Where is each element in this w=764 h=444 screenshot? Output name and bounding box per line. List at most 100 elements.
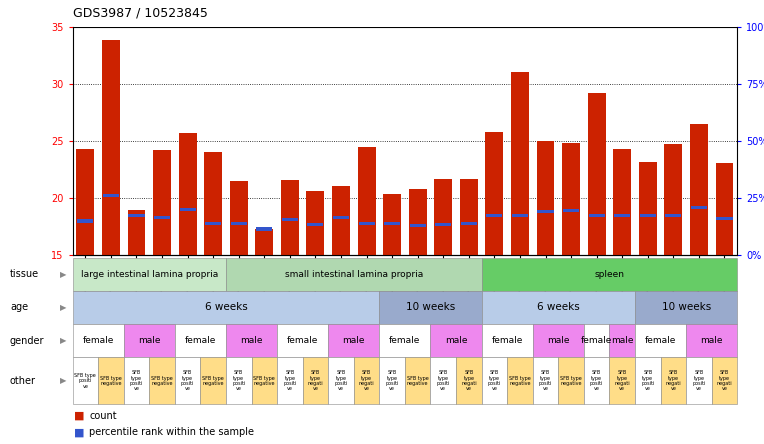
Bar — [410, 224, 426, 227]
Bar — [282, 218, 298, 222]
Bar — [537, 210, 554, 214]
Bar — [613, 149, 631, 255]
Bar — [562, 143, 580, 255]
Bar — [103, 194, 119, 198]
Text: other: other — [10, 376, 36, 386]
Bar — [128, 214, 144, 217]
Text: 6 weeks: 6 weeks — [537, 302, 580, 313]
Text: age: age — [10, 302, 28, 313]
Text: SFB
type
negati
ve: SFB type negati ve — [461, 370, 477, 391]
Text: ■: ■ — [74, 427, 85, 437]
Text: SFB
type
positi
ve: SFB type positi ve — [232, 370, 245, 391]
Bar — [231, 222, 247, 225]
Text: SFB type
negative: SFB type negative — [202, 376, 224, 386]
Bar — [77, 219, 93, 222]
Text: count: count — [89, 411, 117, 421]
Text: 10 weeks: 10 weeks — [662, 302, 711, 313]
Text: SFB
type
positi
ve: SFB type positi ve — [487, 370, 501, 391]
Text: male: male — [445, 336, 468, 345]
Text: tissue: tissue — [10, 269, 39, 279]
Text: 6 weeks: 6 weeks — [205, 302, 248, 313]
Bar — [358, 147, 376, 255]
Bar — [384, 222, 400, 225]
Text: SFB type
negative: SFB type negative — [254, 376, 275, 386]
Bar — [333, 216, 349, 219]
Bar — [434, 178, 452, 255]
Text: GDS3987 / 10523845: GDS3987 / 10523845 — [73, 7, 208, 20]
Text: SFB type
negative: SFB type negative — [560, 376, 582, 386]
Text: SFB type
negative: SFB type negative — [100, 376, 121, 386]
Text: large intestinal lamina propria: large intestinal lamina propria — [81, 270, 218, 279]
Bar — [76, 149, 94, 255]
Text: male: male — [701, 336, 723, 345]
Bar — [512, 214, 528, 217]
Bar — [255, 229, 274, 255]
Text: ▶: ▶ — [60, 303, 66, 312]
Text: SFB
type
positi
ve: SFB type positi ve — [641, 370, 655, 391]
Text: percentile rank within the sample: percentile rank within the sample — [89, 427, 254, 437]
Bar — [461, 222, 477, 225]
Text: male: male — [241, 336, 263, 345]
Bar — [204, 152, 222, 255]
Bar — [384, 194, 401, 255]
Text: male: male — [547, 336, 569, 345]
Bar — [256, 227, 273, 230]
Bar — [536, 141, 555, 255]
Bar — [435, 223, 452, 226]
Bar — [588, 93, 606, 255]
Bar — [691, 206, 707, 209]
Bar — [230, 181, 248, 255]
Bar — [307, 223, 323, 226]
Text: female: female — [287, 336, 319, 345]
Text: male: male — [138, 336, 160, 345]
Text: SFB
type
positi
ve: SFB type positi ve — [181, 370, 194, 391]
Text: SFB
type
negati
ve: SFB type negati ve — [308, 370, 323, 391]
Text: SFB type
positi
ve: SFB type positi ve — [74, 373, 96, 388]
Text: SFB
type
negati
ve: SFB type negati ve — [614, 370, 630, 391]
Bar — [306, 191, 325, 255]
Text: small intestinal lamina propria: small intestinal lamina propria — [285, 270, 423, 279]
Bar — [154, 216, 170, 219]
Text: female: female — [645, 336, 676, 345]
Text: female: female — [491, 336, 523, 345]
Text: female: female — [185, 336, 216, 345]
Text: SFB
type
positi
ve: SFB type positi ve — [590, 370, 604, 391]
Text: SFB
type
negati
ve: SFB type negati ve — [665, 370, 681, 391]
Bar — [128, 210, 145, 255]
Text: ■: ■ — [74, 411, 85, 421]
Text: SFB
type
positi
ve: SFB type positi ve — [436, 370, 450, 391]
Text: SFB
type
negati
ve: SFB type negati ve — [717, 370, 732, 391]
Text: spleen: spleen — [594, 270, 624, 279]
Bar — [332, 186, 350, 255]
Bar — [358, 222, 374, 225]
Bar — [563, 209, 579, 212]
Text: ▶: ▶ — [60, 270, 66, 279]
Text: SFB
type
positi
ve: SFB type positi ve — [539, 370, 552, 391]
Bar — [205, 222, 222, 225]
Text: female: female — [83, 336, 114, 345]
Bar — [614, 214, 630, 217]
Text: SFB
type
positi
ve: SFB type positi ve — [386, 370, 399, 391]
Bar — [511, 72, 529, 255]
Bar — [179, 133, 196, 255]
Text: ▶: ▶ — [60, 376, 66, 385]
Text: female: female — [389, 336, 421, 345]
Bar — [639, 162, 657, 255]
Text: male: male — [611, 336, 633, 345]
Bar — [716, 163, 733, 255]
Bar — [460, 178, 478, 255]
Text: SFB type
negative: SFB type negative — [151, 376, 173, 386]
Bar — [639, 214, 656, 217]
Text: SFB type
negative: SFB type negative — [406, 376, 429, 386]
Text: SFB
type
positi
ve: SFB type positi ve — [130, 370, 143, 391]
Bar — [485, 132, 503, 255]
Text: SFB
type
positi
ve: SFB type positi ve — [335, 370, 348, 391]
Bar — [153, 150, 171, 255]
Text: male: male — [342, 336, 365, 345]
Text: SFB
type
positi
ve: SFB type positi ve — [283, 370, 296, 391]
Bar — [487, 214, 503, 217]
Bar — [102, 40, 120, 255]
Bar — [281, 180, 299, 255]
Text: 10 weeks: 10 weeks — [406, 302, 455, 313]
Text: ▶: ▶ — [60, 336, 66, 345]
